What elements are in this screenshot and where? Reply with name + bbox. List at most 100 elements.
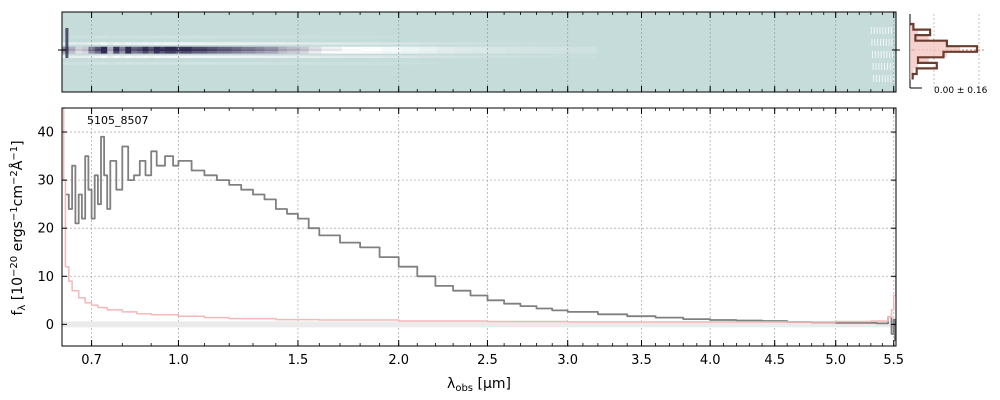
spectrum-2d-cell [221,62,228,65]
spectrum-2d-cell [226,48,233,52]
spectrum-2d-cell [350,46,355,50]
spectrum-2d-cell [308,35,314,39]
spectrum-2d-cell [101,42,108,45]
spectrum-2d-cell [317,55,322,58]
spectrum-2d-cell [584,46,589,50]
spectrum-2d-cell [170,51,177,54]
spectrum-2d-cell [528,46,533,50]
spectrum-2d-cell [381,51,387,54]
spectrum-2d-cell [373,62,379,65]
spectrum-2d-cell [337,46,343,50]
spectrum-2d-cell [433,51,438,54]
spectrum-2d-cell [81,46,89,50]
spectrum-2d-cell [191,62,198,65]
spectrum-2d-cell [241,35,247,39]
spectrum-2d-cell [282,42,288,45]
spectrum-2d-cell [525,51,530,54]
spectrum-2d-cell [94,42,102,45]
spectrum-2d-cell [317,48,322,52]
spectrum-2d-cell [479,42,483,45]
spectrum-2d-cell [186,62,193,65]
spectrum-2d-cell [415,51,420,54]
spectrum-2d-cell [590,48,595,52]
spectrum-2d-cell [308,48,314,52]
spectrum-2d-cell [366,55,371,58]
x-tick-label: 4.0 [700,353,721,368]
spectrum-2d-cell [153,62,161,65]
spectrum-2d-cell [411,55,417,58]
spectrum-2d-edge-noise [881,75,883,82]
spectrum-2d-cell [525,42,530,45]
spectrum-2d-cell [286,55,292,58]
spectrum-2d-cell [566,46,570,50]
spectrum-2d-cell [148,46,155,50]
spectrum-2d-cell [385,51,390,54]
spectrum-2d-cell [433,42,438,45]
spectrum-2d-cell [186,35,193,39]
x-tick-label: 5.5 [883,353,904,368]
spectrum-2d-cell [291,46,297,50]
spectrum-2d-cell [337,35,343,39]
spectrum-2d-cell [201,51,208,54]
spectrum-2d-cell [475,42,480,45]
spectrum-2d-cell [559,51,564,54]
spectrum-2d-cell [94,48,102,52]
spectrum-2d-cell [518,46,523,50]
spectrum-2d-cell [346,35,351,39]
spectrum-2d-cell [550,48,555,52]
spectrum-2d-cell [447,55,452,58]
spectrum-2d-edge-noise [888,39,890,46]
spectrum-2d-cell [142,42,149,45]
spectrum-2d-cell [472,51,477,54]
spectrum-2d-cell [119,46,126,50]
spectrum-2d-cell [142,35,149,39]
spectrum-2d-cell [304,46,310,50]
spectrum-2d-cell [241,51,247,54]
spectrum-2d-cell [426,62,431,65]
spectrum-2d-cell [201,62,208,65]
spectrum-1d-series [62,108,896,342]
spectrum-2d-cell [369,46,375,50]
spectrum-2d-edge-noise [893,75,895,82]
spectrum-2d-cell [75,46,83,50]
spectrum-2d-cell [373,35,379,39]
spectrum-2d-cell [499,55,504,58]
spectrum-2d-cell [206,51,213,54]
spectrum-2d-edge-mark [65,28,69,58]
spectrum-2d-cell [131,46,138,50]
spectrum-2d-cell [211,42,218,45]
spectrum-2d-cell [492,55,497,58]
spectrum-2d-cell [186,48,193,52]
spectrum-2d-cell [142,51,149,54]
spectrum-2d-cell [411,51,417,54]
spectrum-2d-cell [512,55,517,58]
spectrum-2d-cell [300,42,306,45]
spectrum-2d-cell [396,48,402,52]
spectrum-2d-cell [295,46,301,50]
spectrum-2d-cell [451,46,456,50]
spectrum-2d-cell [522,55,526,58]
spectrum-2d-edge-noise [879,27,881,34]
spectrum-2d-cell [584,51,589,54]
spectrum-2d-cell [170,62,177,65]
spectrum-2d-cell [282,55,288,58]
spectrum-2d-cell [113,62,120,65]
spectrum-2d-cell [101,55,108,58]
spectrum-2d-cell [422,55,427,58]
spectrum-2d-cell [479,51,483,54]
spectrum-2d-cell [461,42,466,45]
spectrum-2d-cell [528,48,533,52]
spectrum-2d-cell [447,48,452,52]
spectrum-2d-cell [221,55,228,58]
spectrum-2d-cell [216,62,223,65]
spectrum-2d-cell [68,55,77,58]
x-tick-label: 3.5 [631,353,652,368]
spectrum-2d-cell [569,51,573,54]
spectrum-2d-cell [528,51,533,54]
spectrum-2d-cell [553,55,558,58]
spectrum-2d-cell [221,35,228,39]
spectrum-2d-cell [337,51,343,54]
spectrum-2d-cell [489,42,494,45]
spectrum-2d-cell [518,51,523,54]
spectrum-2d-cell [125,51,132,54]
